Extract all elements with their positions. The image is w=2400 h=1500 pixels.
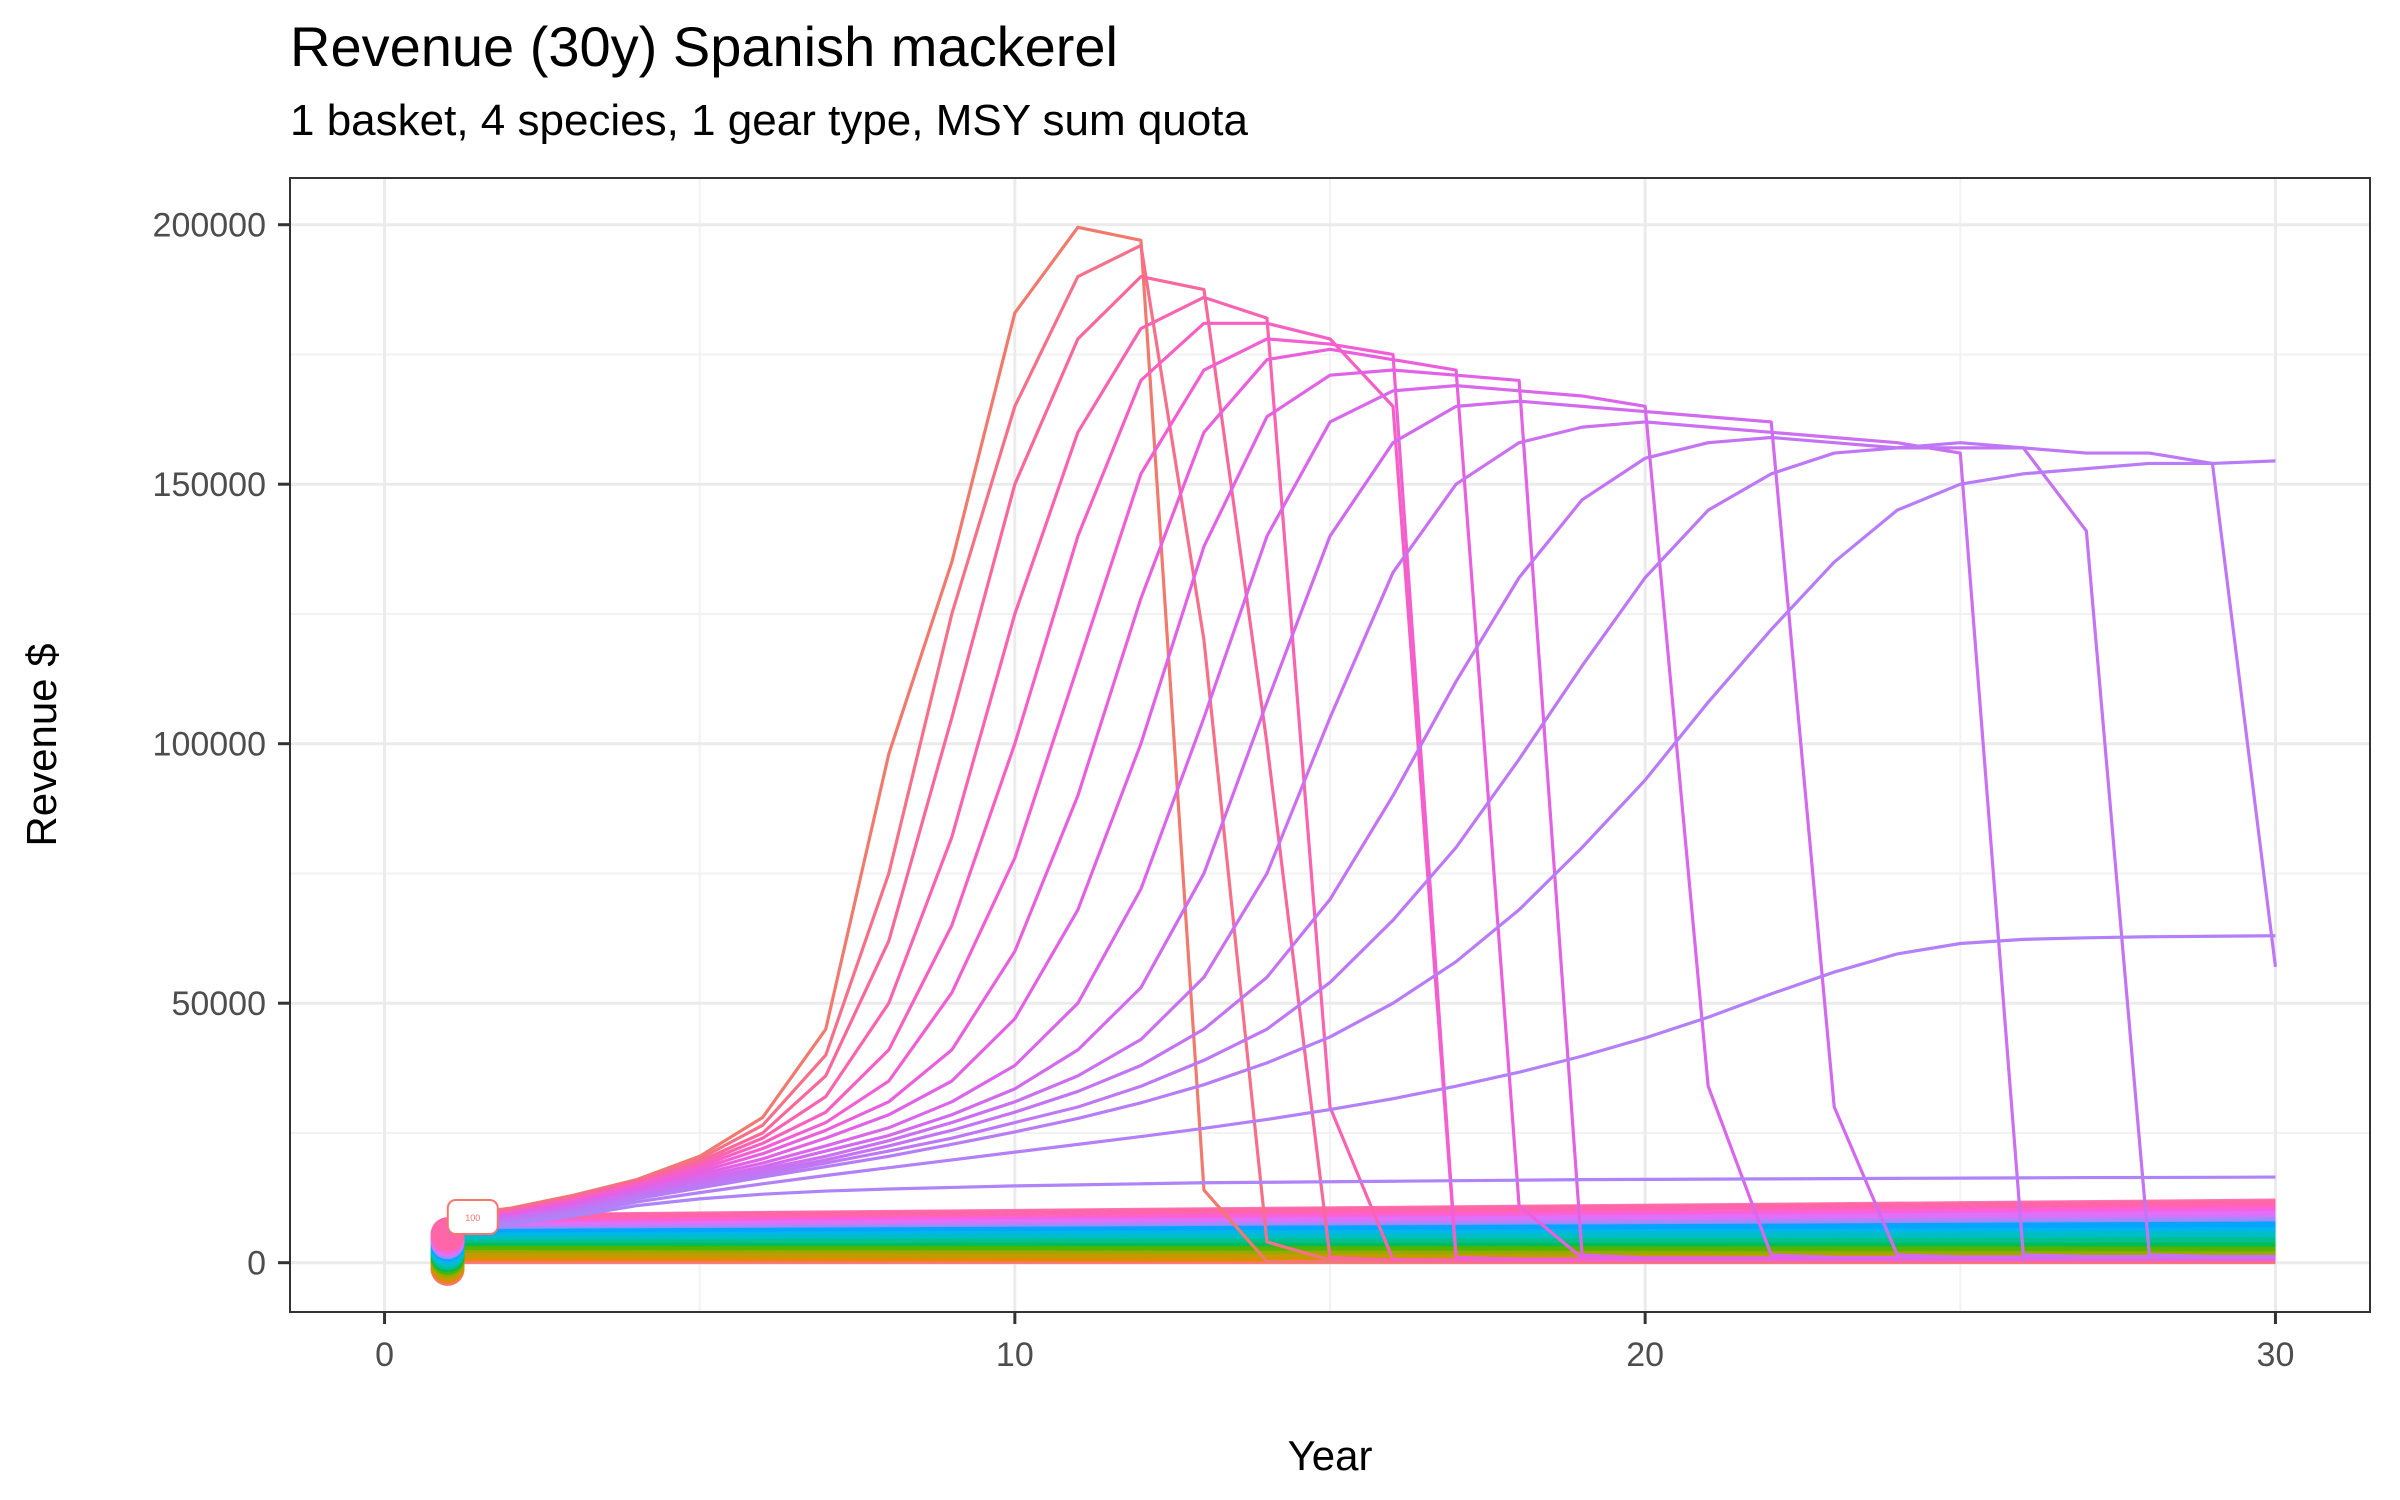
x-tick-label: 20 (1626, 1336, 1664, 1374)
series-line (447, 383, 2276, 1260)
series-line (447, 243, 2276, 1263)
series-line (447, 1175, 2276, 1234)
series-line (447, 459, 2276, 1232)
series-line (447, 399, 2276, 1259)
series-line (447, 368, 2276, 1260)
label-box-text: 100 (465, 1213, 480, 1223)
series-line (447, 435, 2276, 1259)
y-tick-label: 0 (247, 1245, 266, 1283)
series-line (447, 275, 2276, 1263)
low-series-band (430, 1198, 2276, 1286)
chart-title: Revenue (30y) Spanish mackerel (290, 15, 1118, 78)
y-tick-label: 150000 (153, 466, 266, 504)
series-line (447, 420, 2276, 1259)
series-line (447, 441, 2278, 1231)
peak-series-group (447, 225, 2278, 1264)
chart-subtitle: 1 basket, 4 species, 1 gear type, MSY su… (290, 96, 1248, 145)
x-tick-label: 10 (996, 1336, 1034, 1374)
x-tick-label: 0 (375, 1336, 394, 1374)
y-tick-label: 100000 (153, 726, 266, 764)
y-tick-label: 200000 (153, 207, 266, 245)
y-axis-title: Revenue $ (18, 643, 65, 846)
label-box (446, 1199, 499, 1236)
series-line (447, 934, 2276, 1233)
series-line (447, 321, 2276, 1262)
y-tick-label: 50000 (171, 985, 266, 1023)
x-tick-label: 30 (2257, 1336, 2295, 1374)
x-axis-title: Year (1288, 1432, 1373, 1479)
axes: 0 10 20 30 0 50000 100000 150000 200000 (153, 207, 2295, 1374)
label-box-group: 100 (446, 1199, 499, 1236)
series-line (447, 295, 2276, 1262)
low-series-line (447, 1198, 2276, 1219)
